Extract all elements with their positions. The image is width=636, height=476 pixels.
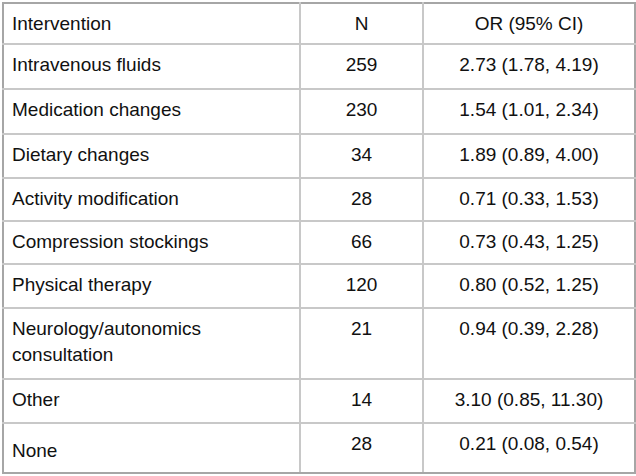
table-body: Intravenous fluids 259 2.73 (1.78, 4.19)… xyxy=(3,44,635,473)
cell-intervention: Physical therapy xyxy=(3,264,300,308)
cell-or-ci: 3.10 (0.85, 11.30) xyxy=(423,379,635,423)
cell-intervention: Other xyxy=(3,379,300,423)
header-cell-intervention: Intervention xyxy=(3,3,300,44)
cell-or-ci: 1.54 (1.01, 2.34) xyxy=(423,89,635,134)
cell-n: 14 xyxy=(300,379,423,423)
cell-or-ci: 1.89 (0.89, 4.00) xyxy=(423,134,635,178)
cell-or-ci: 0.21 (0.08, 0.54) xyxy=(423,423,635,473)
intervention-or-table: Intervention N OR (95% CI) Intravenous f… xyxy=(2,2,636,474)
table-row: None 28 0.21 (0.08, 0.54) xyxy=(3,423,635,473)
cell-n: 28 xyxy=(300,423,423,473)
cell-n: 21 xyxy=(300,308,423,379)
table-row: Physical therapy 120 0.80 (0.52, 1.25) xyxy=(3,264,635,308)
page: Intervention N OR (95% CI) Intravenous f… xyxy=(0,0,636,476)
cell-intervention: Dietary changes xyxy=(3,134,300,178)
cell-n: 66 xyxy=(300,221,423,264)
header-cell-or-ci: OR (95% CI) xyxy=(423,3,635,44)
cell-or-ci: 0.94 (0.39, 2.28) xyxy=(423,308,635,379)
cell-intervention: Medication changes xyxy=(3,89,300,134)
cell-n: 230 xyxy=(300,89,423,134)
cell-intervention: None xyxy=(3,423,300,473)
cell-intervention: Compression stockings xyxy=(3,221,300,264)
table-row: Intravenous fluids 259 2.73 (1.78, 4.19) xyxy=(3,44,635,89)
table-header: Intervention N OR (95% CI) xyxy=(3,3,635,44)
cell-n: 259 xyxy=(300,44,423,89)
cell-or-ci: 0.80 (0.52, 1.25) xyxy=(423,264,635,308)
table-row: Other 14 3.10 (0.85, 11.30) xyxy=(3,379,635,423)
table-row: Neurology/autonomics consultation 21 0.9… xyxy=(3,308,635,379)
cell-or-ci: 2.73 (1.78, 4.19) xyxy=(423,44,635,89)
cell-n: 34 xyxy=(300,134,423,178)
cell-or-ci: 0.71 (0.33, 1.53) xyxy=(423,178,635,221)
header-row: Intervention N OR (95% CI) xyxy=(3,3,635,44)
table-row: Activity modification 28 0.71 (0.33, 1.5… xyxy=(3,178,635,221)
cell-intervention: Neurology/autonomics consultation xyxy=(3,308,300,379)
cell-or-ci: 0.73 (0.43, 1.25) xyxy=(423,221,635,264)
cell-intervention: Intravenous fluids xyxy=(3,44,300,89)
table-row: Medication changes 230 1.54 (1.01, 2.34) xyxy=(3,89,635,134)
table-row: Compression stockings 66 0.73 (0.43, 1.2… xyxy=(3,221,635,264)
cell-n: 28 xyxy=(300,178,423,221)
header-cell-n: N xyxy=(300,3,423,44)
table-row: Dietary changes 34 1.89 (0.89, 4.00) xyxy=(3,134,635,178)
cell-intervention: Activity modification xyxy=(3,178,300,221)
cell-n: 120 xyxy=(300,264,423,308)
